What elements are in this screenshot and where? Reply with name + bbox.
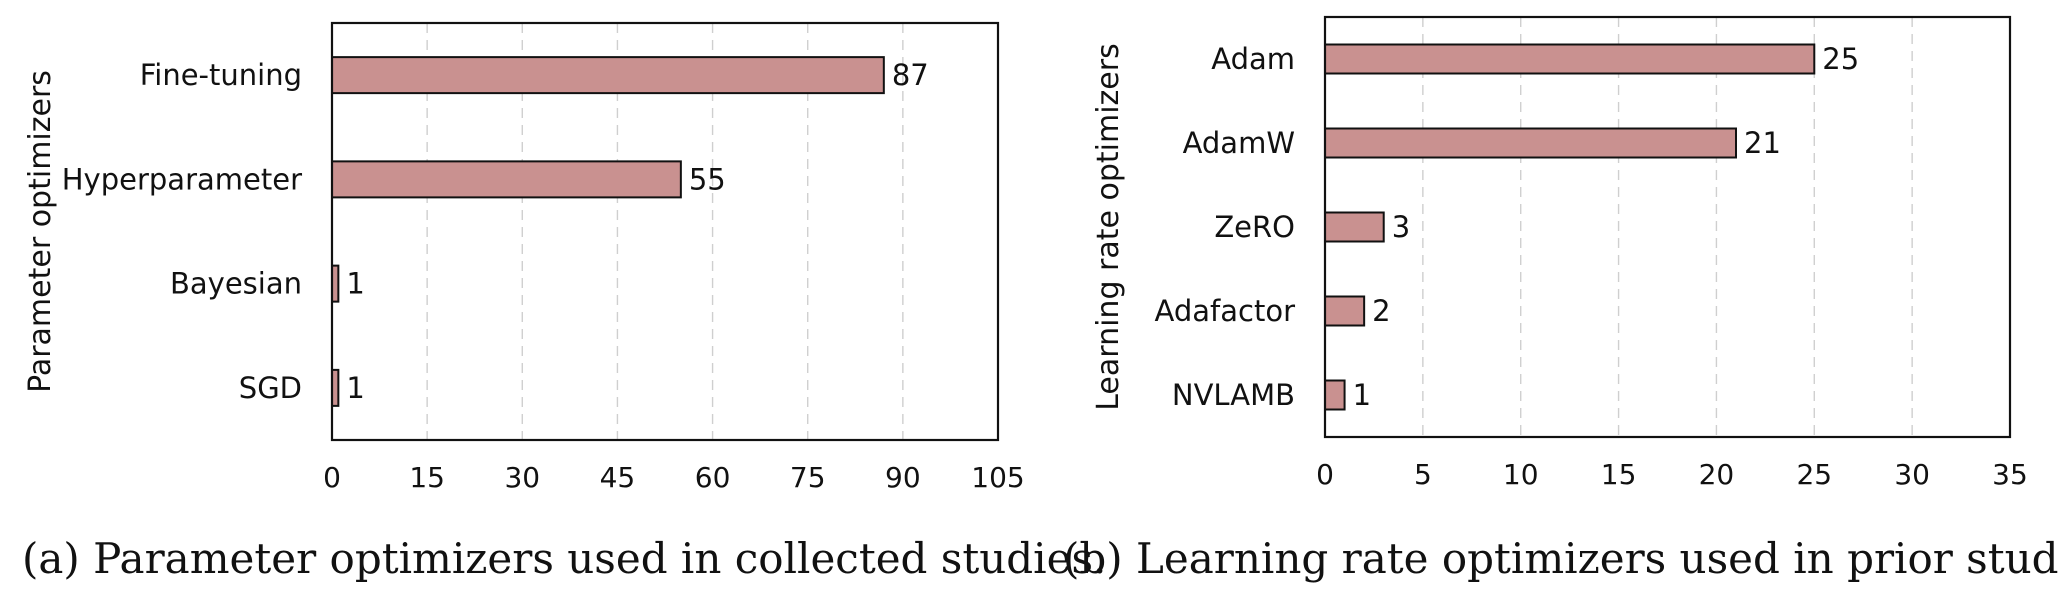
bar (1324, 211, 1385, 243)
bar (1324, 127, 1737, 159)
x-tick-label: 60 (695, 461, 731, 494)
x-tick-label: 20 (1699, 458, 1735, 491)
x-tick-label: 30 (1894, 458, 1930, 491)
data-label: 55 (689, 162, 726, 196)
x-tick-label: 15 (1601, 458, 1637, 491)
category-label: Bayesian (170, 267, 302, 301)
data-label: 21 (1744, 126, 1781, 160)
bar (1324, 43, 1816, 75)
x-tick-label: 25 (1796, 458, 1832, 491)
x-tick-label: 35 (1992, 458, 2028, 491)
x-tick-label: 105 (971, 461, 1024, 494)
x-tick-label: 90 (885, 461, 921, 494)
data-label: 25 (1822, 42, 1859, 76)
x-tick-label: 45 (600, 461, 636, 494)
data-label: 87 (892, 58, 929, 92)
caption-b: (b) Learning rate optimizers used in pri… (1063, 534, 2058, 583)
data-label: 3 (1392, 210, 1410, 244)
category-label: Fine-tuning (140, 58, 302, 92)
category-label: AdamW (1183, 126, 1295, 160)
x-tick-label: 75 (790, 461, 826, 494)
data-label: 1 (1353, 378, 1371, 412)
data-label: 2 (1372, 294, 1390, 328)
category-label: SGD (239, 371, 302, 405)
caption-a: (a) Parameter optimizers used in collect… (22, 534, 1106, 583)
category-label: ZeRO (1214, 210, 1295, 244)
chart-a: 87 Fine-tuning 55 Hyperparameter 1 Bayesian 1 S… (23, 21, 1025, 494)
category-label: Adafactor (1155, 294, 1296, 328)
y-axis-title: Learning rate optimizers (1091, 43, 1126, 410)
x-tick-label: 5 (1414, 458, 1432, 491)
x-tick-label: 0 (1316, 458, 1334, 491)
chart-b: 25 Adam 21 AdamW 3 ZeRO 2 Adafactor 1 NVLAMB 0 5 10 1… (1091, 15, 2028, 491)
data-label: 1 (346, 267, 364, 301)
category-label: Adam (1211, 42, 1295, 76)
y-axis-title: Parameter optimizers (23, 70, 58, 393)
bar (331, 56, 885, 95)
bar (331, 160, 682, 199)
plot-frame (1323, 15, 2012, 439)
plot-frame (330, 21, 1000, 442)
x-tick-label: 30 (504, 461, 540, 494)
category-label: NVLAMB (1172, 378, 1295, 412)
x-tick-label: 0 (323, 461, 341, 494)
category-label: Hyperparameter (62, 162, 302, 196)
x-tick-label: 15 (409, 461, 445, 494)
bar (1324, 379, 1346, 411)
x-tick-label: 10 (1503, 458, 1539, 491)
bar (1324, 295, 1366, 327)
data-label: 1 (346, 371, 364, 405)
